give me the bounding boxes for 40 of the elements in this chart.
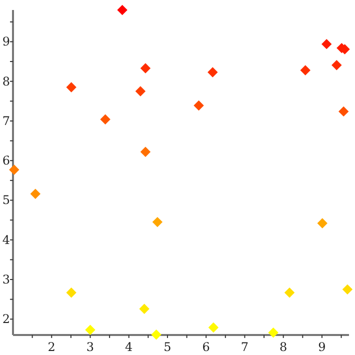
point xyxy=(300,65,310,76)
point xyxy=(117,4,128,16)
x-tick-label: 8 xyxy=(280,340,288,354)
x-tick-label: 9 xyxy=(318,340,326,354)
point xyxy=(194,100,204,111)
x-tick-label: 4 xyxy=(125,340,134,354)
y-tick-label: 8 xyxy=(2,74,10,88)
point xyxy=(317,218,328,228)
point xyxy=(151,330,162,340)
y-tick-label: 7 xyxy=(2,114,10,128)
point xyxy=(342,284,353,295)
x-tick-label: 3 xyxy=(86,340,94,354)
y-tick-label: 2 xyxy=(2,312,10,326)
x-tick-label: 2 xyxy=(48,340,56,354)
point xyxy=(332,60,342,70)
point xyxy=(140,63,151,74)
point xyxy=(139,304,150,314)
point xyxy=(30,188,40,199)
point xyxy=(268,328,278,338)
y-tick-label: 4 xyxy=(2,232,10,247)
x-tick-label: 6 xyxy=(202,340,210,354)
y-tick-label: 6 xyxy=(2,154,10,168)
point xyxy=(9,164,20,175)
y-tick-label: 3 xyxy=(2,272,10,287)
point xyxy=(66,287,76,298)
point xyxy=(208,322,219,333)
y-tick-label: 5 xyxy=(2,193,10,208)
point xyxy=(322,38,332,50)
point xyxy=(66,82,76,92)
point xyxy=(284,287,295,298)
point xyxy=(140,146,151,157)
point xyxy=(338,106,349,117)
point xyxy=(100,114,110,124)
point xyxy=(152,216,163,228)
x-tick-label: 5 xyxy=(164,340,172,354)
point xyxy=(85,324,96,335)
y-tick-label: 9 xyxy=(2,34,10,49)
point xyxy=(208,67,218,78)
x-tick-label: 7 xyxy=(240,340,249,354)
point xyxy=(135,86,146,96)
